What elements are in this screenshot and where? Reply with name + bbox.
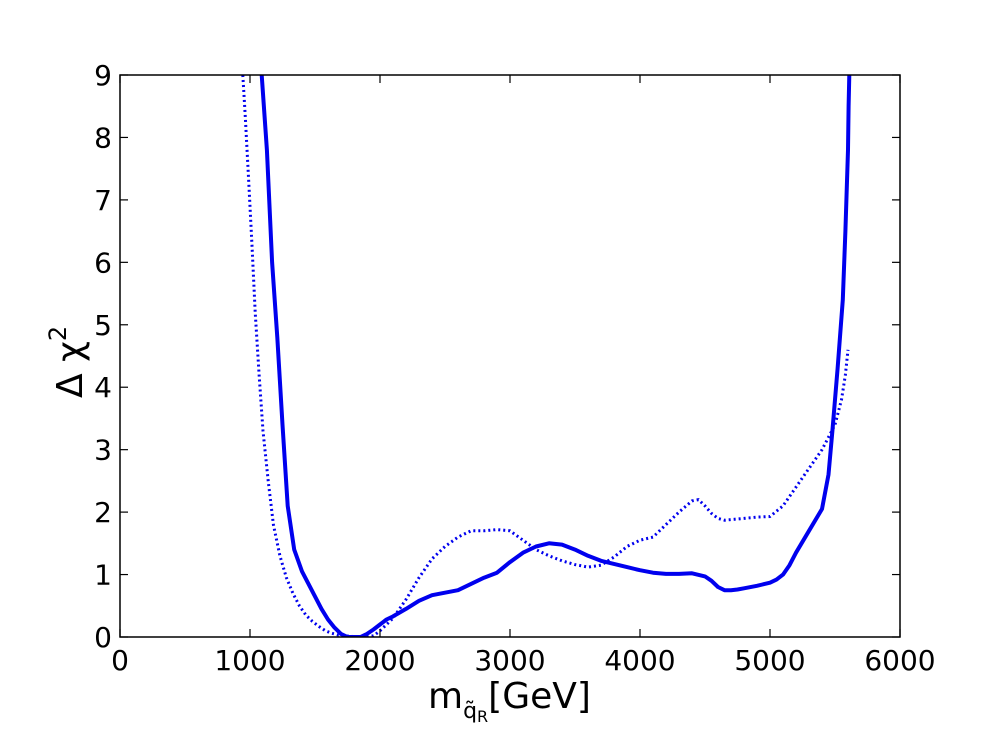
x-tick-label-6: 6000 <box>864 644 935 677</box>
x-tick-label-3: 3000 <box>474 644 545 677</box>
y-tick-label-8: 8 <box>94 121 112 154</box>
y-tick-label-6: 6 <box>94 246 112 279</box>
y-tick-label-3: 3 <box>94 434 112 467</box>
x-axis: 0 1000 2000 3000 4000 5000 6000 <box>111 75 936 677</box>
series-line-solid <box>259 75 852 637</box>
x-axis-label-subscript: R <box>477 707 488 726</box>
y-axis-label: Δ χ2 <box>44 326 91 398</box>
y-axis: 0 1 2 3 4 5 6 7 8 9 <box>94 59 900 654</box>
x-tick-label-1: 1000 <box>214 644 285 677</box>
y-axis-label-main: Δ χ <box>50 341 91 398</box>
y-axis-label-superscript: 2 <box>44 326 72 341</box>
x-axis-label-tilde-q: q̃ <box>463 699 477 724</box>
x-tick-label-5: 5000 <box>734 644 805 677</box>
series-line-dotted <box>241 75 850 637</box>
x-tick-label-4: 4000 <box>604 644 675 677</box>
y-tick-label-2: 2 <box>94 496 112 529</box>
y-tick-label-9: 9 <box>94 59 112 92</box>
series-layer <box>241 75 852 637</box>
y-tick-label-4: 4 <box>94 371 112 404</box>
x-tick-label-0: 0 <box>111 644 129 677</box>
x-tick-label-2: 2000 <box>344 644 415 677</box>
x-axis-label-unit: [GeV] <box>488 676 591 717</box>
x-axis-label-main: m <box>428 676 463 717</box>
x-axis-label: mq̃R[GeV] <box>428 676 591 726</box>
y-tick-label-7: 7 <box>94 184 112 217</box>
y-tick-label-1: 1 <box>94 559 112 592</box>
y-tick-label-5: 5 <box>94 309 112 342</box>
y-tick-label-0: 0 <box>94 621 112 654</box>
